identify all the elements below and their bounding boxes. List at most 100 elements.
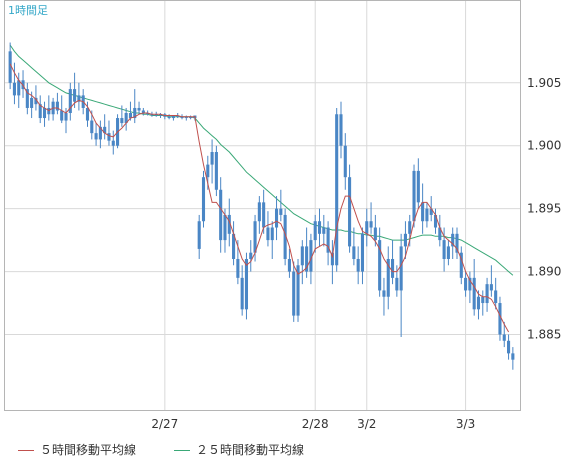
candle xyxy=(494,277,498,310)
legend-label-ma25: ２５時間移動平均線 xyxy=(196,443,305,457)
candle xyxy=(476,290,481,320)
candle-body xyxy=(146,113,150,115)
candle-body xyxy=(403,233,407,247)
candle-body xyxy=(455,233,459,253)
candle-body xyxy=(408,221,412,234)
candle-body xyxy=(283,214,287,259)
candle-body xyxy=(425,208,429,222)
candle-body xyxy=(472,277,476,310)
candle xyxy=(232,221,236,266)
candle xyxy=(330,240,334,285)
candle-body xyxy=(98,126,102,140)
candle xyxy=(317,208,322,247)
candle-body xyxy=(201,177,206,222)
candle-body xyxy=(485,284,489,304)
candle-body xyxy=(335,114,339,266)
candle xyxy=(42,101,47,127)
candle xyxy=(274,196,279,241)
candle xyxy=(8,42,12,90)
candle-body xyxy=(55,101,59,111)
candle xyxy=(305,227,309,278)
candle-body xyxy=(34,97,38,105)
candle xyxy=(292,261,296,322)
candle-body xyxy=(356,258,360,272)
candle xyxy=(339,101,343,159)
candle xyxy=(262,189,266,234)
candle-body xyxy=(348,177,352,247)
candle xyxy=(240,265,244,316)
candle-body xyxy=(47,107,51,115)
ma5-line xyxy=(9,63,510,333)
candle xyxy=(85,101,90,127)
candle-body xyxy=(184,116,188,119)
candle-body xyxy=(287,258,291,272)
chart-title: 1時間足 xyxy=(8,4,48,17)
candle xyxy=(296,258,300,322)
grid-lines xyxy=(5,1,520,410)
candle-body xyxy=(279,208,283,215)
candle-body xyxy=(330,252,334,266)
candle xyxy=(189,115,193,120)
x-tick-label: 2/28 xyxy=(302,417,329,431)
candle-body xyxy=(189,116,193,119)
candle-body xyxy=(270,227,274,241)
candle-body xyxy=(498,303,502,335)
candlesticks xyxy=(8,42,515,370)
candle-body xyxy=(481,296,485,304)
candle xyxy=(356,246,360,285)
candle-body xyxy=(433,214,438,228)
candle-body xyxy=(60,110,64,121)
candle-body xyxy=(111,140,115,146)
candle-body xyxy=(227,214,231,234)
candle-body xyxy=(317,221,322,234)
candle xyxy=(468,271,472,304)
candle xyxy=(369,202,373,234)
candle xyxy=(64,107,68,134)
candle xyxy=(12,62,16,105)
candle-body xyxy=(42,107,47,119)
candle xyxy=(73,72,77,108)
candle-body xyxy=(77,95,81,102)
candle-body xyxy=(274,208,279,228)
candle xyxy=(442,227,446,272)
candle-body xyxy=(476,296,481,310)
candle xyxy=(68,82,72,121)
ma5-layer xyxy=(9,63,510,333)
candle-body xyxy=(210,152,214,165)
candle xyxy=(498,296,502,341)
x-tick-label: 3/2 xyxy=(357,417,376,431)
candle xyxy=(455,227,459,259)
candle-body xyxy=(206,164,210,178)
candle-body xyxy=(326,227,330,253)
legend-swatch-ma5 xyxy=(18,450,34,451)
candle-body xyxy=(128,113,133,119)
candle-body xyxy=(313,221,317,241)
candle-body xyxy=(489,284,493,291)
candle-body xyxy=(107,133,111,141)
candle-body xyxy=(176,115,180,117)
candle xyxy=(412,164,416,228)
candle-body xyxy=(171,115,175,119)
candle xyxy=(322,214,326,247)
y-tick-label: 1.905 xyxy=(527,76,561,90)
candle-body xyxy=(253,221,257,253)
candle xyxy=(266,211,270,247)
legend-item-ma5: ５時間移動平均線 xyxy=(18,441,136,458)
candle-body xyxy=(266,227,270,241)
candle xyxy=(38,95,42,124)
candle xyxy=(382,277,386,316)
candle xyxy=(502,321,506,348)
candle-body xyxy=(339,114,343,146)
candle-body xyxy=(249,252,253,259)
candle-body xyxy=(124,113,128,124)
candle-body xyxy=(464,277,468,291)
candle-body xyxy=(180,116,184,119)
candle xyxy=(128,101,133,121)
candle-body xyxy=(257,202,261,222)
price-chart: 1.905 1.900 1.895 1.890 1.885 2/27 2/28 3/2 3/3… xyxy=(4,0,561,431)
candle-body xyxy=(103,126,107,134)
legend-swatch-ma25 xyxy=(174,450,190,451)
candle xyxy=(223,208,227,253)
candle-body xyxy=(438,227,442,241)
candle xyxy=(25,82,29,115)
